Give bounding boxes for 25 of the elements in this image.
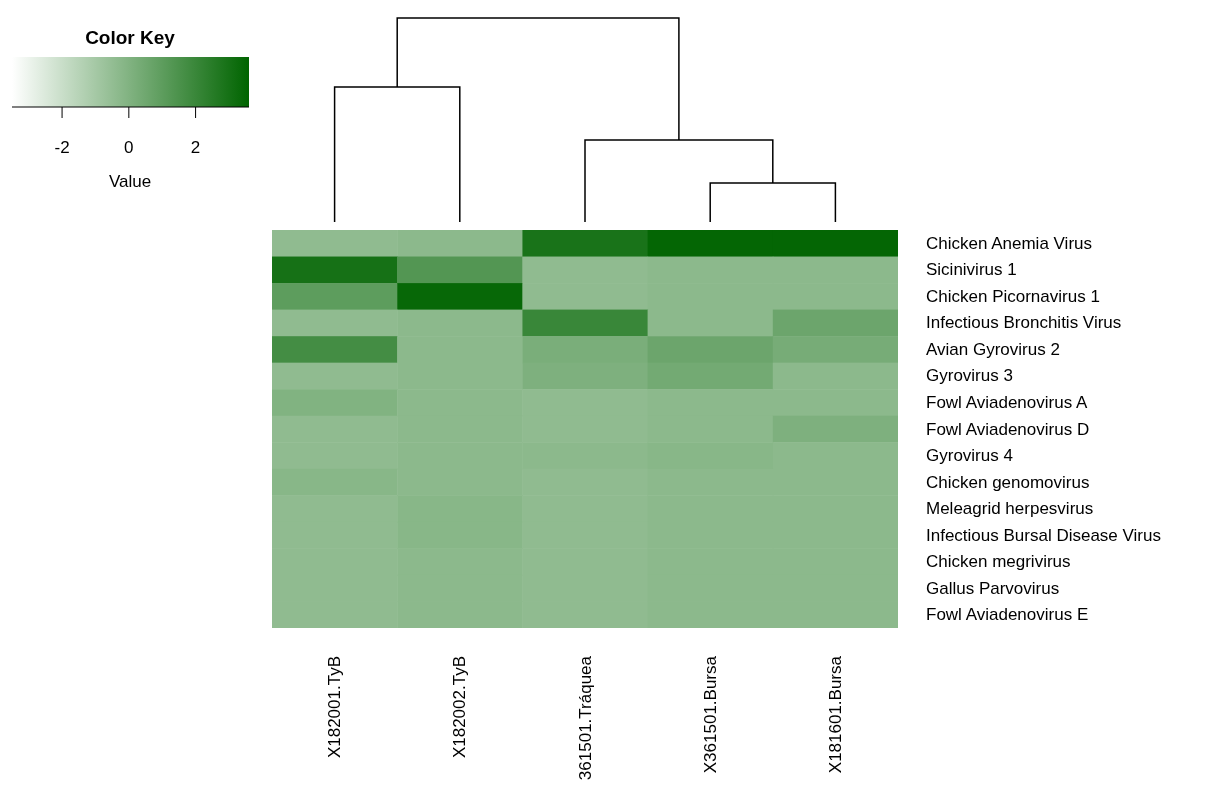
legend-title: Color Key	[85, 27, 176, 48]
x-tick-label: X181601.Bursa	[825, 655, 845, 774]
x-tick-label: 361501.Tráquea	[575, 655, 595, 781]
y-tick-label: Chicken genomovirus	[926, 472, 1090, 492]
y-tick-label: Gyrovirus 3	[926, 366, 1013, 386]
x-tick-label: X182002.TyB	[450, 656, 470, 759]
y-tick-label: Sicinivirus 1	[926, 260, 1017, 280]
y-tick-label: Chicken megrivirus	[926, 552, 1071, 572]
y-tick-label: Infectious Bursal Disease Virus	[926, 525, 1161, 545]
color-bar-title: Value	[108, 172, 152, 191]
y-tick-label: Gyrovirus 4	[926, 446, 1013, 466]
x-tick-label: X182001.TyB	[325, 656, 345, 759]
y-tick-label: Meleagrid herpesvirus	[926, 499, 1094, 519]
y-tick-label: Chicken Picornavirus 1	[926, 286, 1100, 306]
color-bar-label: -2	[54, 138, 70, 157]
y-tick-label: Fowl Aviadenovirus D	[926, 419, 1090, 439]
color-bar-label: 0	[124, 138, 134, 157]
y-tick-label: Infectious Bronchitis Virus	[926, 313, 1122, 333]
y-tick-label: Fowl Aviadenovirus A	[926, 392, 1088, 412]
y-tick-label: Fowl Aviadenovirus E	[926, 605, 1089, 625]
x-tick-label: X361501.Bursa	[700, 655, 720, 774]
color-bar-label: 2	[190, 138, 201, 157]
y-tick-label: Gallus Parvovirus	[926, 578, 1060, 598]
y-tick-label: Chicken Anemia Virus	[926, 233, 1092, 253]
y-tick-label: Avian Gyrovirus 2	[926, 339, 1060, 359]
